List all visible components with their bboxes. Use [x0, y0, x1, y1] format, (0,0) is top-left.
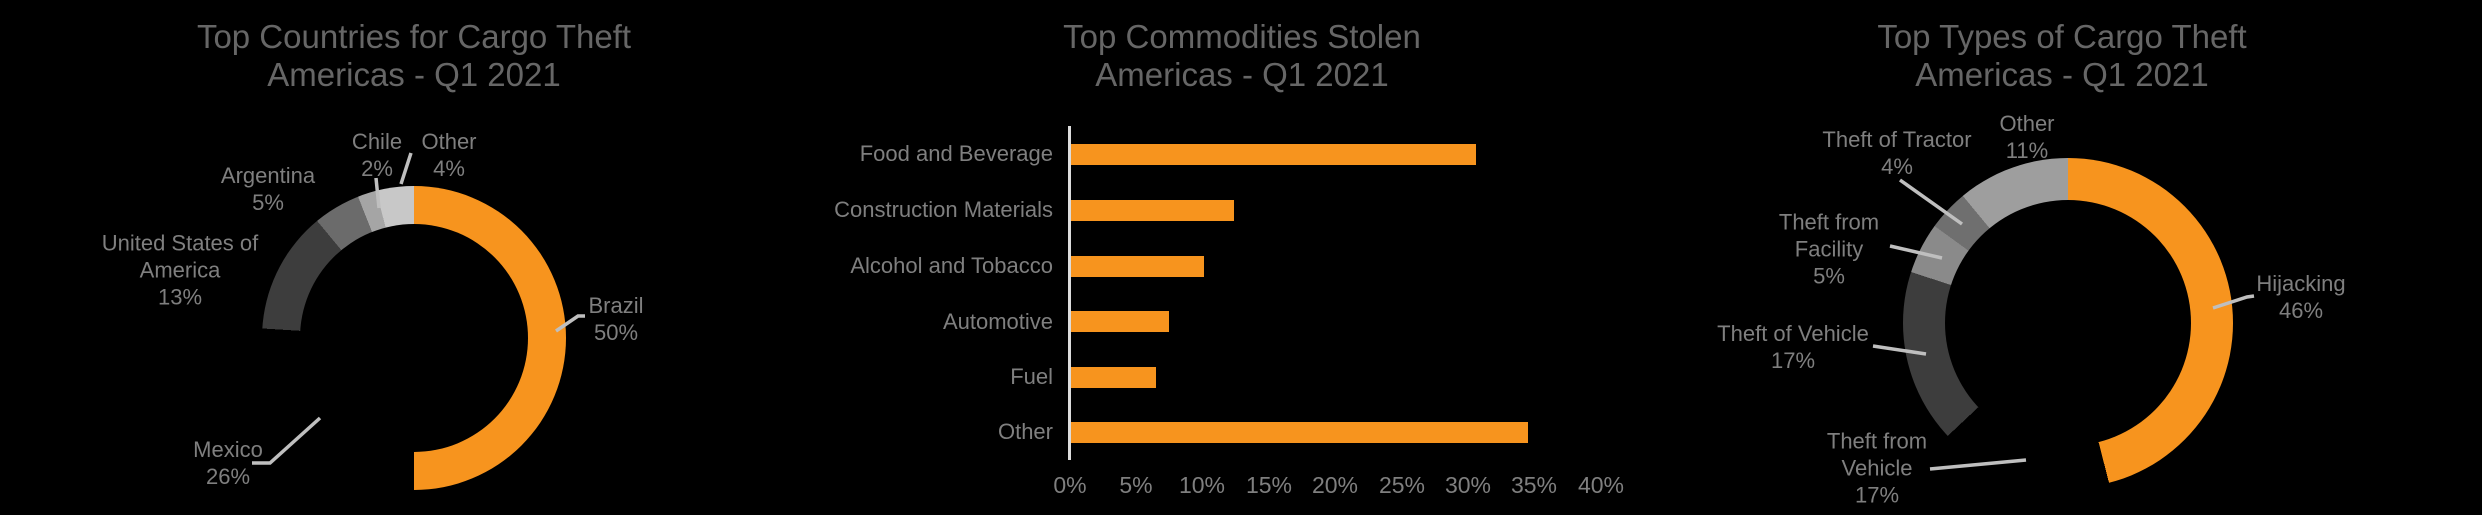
donut-label-theft-of-tractor: Theft of Tractor 4%: [1822, 126, 1971, 180]
donut-label-hijacking: Hijacking 46%: [2256, 270, 2345, 324]
donut-label-other-types: Other 11%: [1999, 110, 2054, 164]
other-countries-pct: 4%: [433, 156, 465, 181]
chile-pct: 2%: [361, 156, 393, 181]
usa-pct: 13%: [157, 284, 203, 310]
mexico-name: Mexico: [193, 437, 263, 462]
other-countries-name: Other: [421, 129, 477, 154]
category-label-other: Other: [997, 419, 1053, 444]
mexico-pct: 26%: [205, 464, 251, 489]
other-types-pct: 11%: [2005, 138, 2049, 163]
donut-label-other-countries: Other 4%: [421, 128, 476, 182]
countries-title-line1: Top Countries for Cargo Theft: [196, 18, 632, 55]
donut-label-brazil: Brazil 50%: [588, 292, 643, 346]
theft-of-vehicle-pct: 17%: [1770, 348, 1816, 373]
commodities-title-line1: Top Commodities Stolen: [1063, 18, 1421, 55]
theft-types-title-line2: Americas - Q1 2021: [1915, 56, 2209, 93]
other-countries-leader-line: [399, 152, 413, 185]
commodities-chart-title: Top Commodities Stolen Americas - Q1 202…: [932, 18, 1552, 94]
category-label-alcohol-and-tobacco: Alcohol and Tobacco: [850, 253, 1053, 278]
commodities-title-line2: Americas - Q1 2021: [1095, 56, 1389, 93]
countries-donut-ring: [262, 186, 566, 490]
x-axis-tick-3: 15%: [1245, 472, 1293, 498]
donut-label-theft-from-facility: Theft from Facility 5%: [1767, 209, 1892, 290]
argentina-pct: 5%: [252, 190, 284, 215]
category-label-automotive: Automotive: [942, 309, 1053, 334]
bar-other-commodities: [1071, 422, 1528, 443]
theft-types-title-line1: Top Types of Cargo Theft: [1877, 18, 2247, 55]
brazil-name: Brazil: [588, 293, 644, 318]
x-axis-tick-0: 0%: [1053, 472, 1087, 498]
bar-food-and-beverage: [1071, 144, 1476, 165]
bar-construction-materials: [1071, 200, 1235, 221]
donut-label-theft-of-vehicle: Theft of Vehicle 17%: [1717, 320, 1869, 374]
theft-of-vehicle-name: Theft of Vehicle: [1717, 321, 1869, 346]
bar-alcohol-and-tobacco: [1071, 256, 1204, 277]
chile-name: Chile: [351, 129, 403, 154]
theft-types-donut-ring: [1903, 158, 2233, 488]
theft-of-tractor-name: Theft of Tractor: [1822, 127, 1972, 152]
bar-fuel: [1071, 367, 1156, 388]
brazil-pct: 50%: [593, 320, 639, 345]
hijacking-pct: 46%: [2278, 298, 2324, 323]
theft-from-vehicle-pct: 17%: [1854, 482, 1900, 508]
category-label-fuel: Fuel: [1010, 364, 1053, 389]
x-axis-tick-1: 5%: [1119, 472, 1153, 498]
other-types-name: Other: [1999, 111, 2055, 136]
theft-types-chart-title: Top Types of Cargo Theft Americas - Q1 2…: [1752, 18, 2372, 94]
theft-of-tractor-pct: 4%: [1881, 154, 1913, 179]
argentina-name: Argentina: [220, 163, 316, 188]
x-axis-tick-7: 35%: [1510, 472, 1558, 498]
donut-label-chile: Chile 2%: [352, 128, 402, 182]
x-axis-tick-5: 25%: [1378, 472, 1426, 498]
usa-name: United States of America: [101, 230, 259, 283]
x-axis-tick-4: 20%: [1311, 472, 1359, 498]
commodities-plot-area: [1068, 126, 1602, 460]
donut-label-theft-from-vehicle: Theft from Vehicle 17%: [1815, 428, 1940, 509]
theft-from-vehicle-name: Theft from Vehicle: [1826, 428, 1928, 481]
donut-label-united-states: United States of America 13%: [73, 230, 288, 311]
bar-automotive: [1071, 311, 1170, 332]
category-label-food-and-beverage: Food and Beverage: [859, 141, 1053, 166]
theft-from-facility-name: Theft from Facility: [1778, 209, 1880, 262]
theft-from-facility-pct: 5%: [1813, 263, 1845, 289]
countries-title-line2: Americas - Q1 2021: [267, 56, 561, 93]
category-label-construction-materials: Construction Materials: [834, 197, 1053, 222]
donut-label-mexico: Mexico 26%: [193, 436, 263, 490]
donut-label-argentina: Argentina 5%: [221, 162, 315, 216]
x-axis-tick-8: 40%: [1577, 472, 1625, 498]
countries-chart-title: Top Countries for Cargo Theft Americas -…: [104, 18, 724, 94]
hijacking-name: Hijacking: [2256, 271, 2346, 296]
x-axis-tick-2: 10%: [1178, 472, 1226, 498]
x-axis-tick-6: 30%: [1444, 472, 1492, 498]
